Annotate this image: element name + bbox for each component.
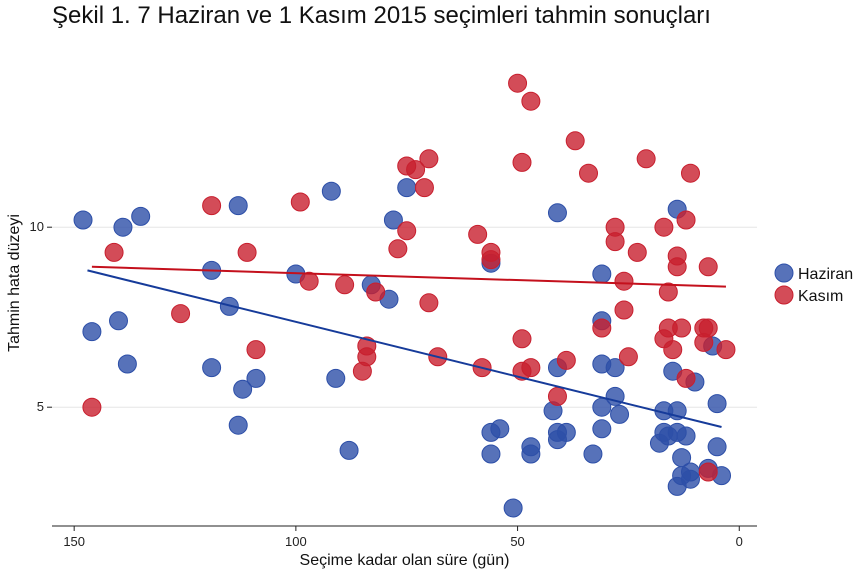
- point-kasım: [556, 350, 576, 370]
- chart-title: Şekil 1. 7 Haziran ve 1 Kasım 2015 seçim…: [52, 2, 711, 29]
- point-kasım: [698, 318, 718, 338]
- point-kasım: [565, 131, 585, 151]
- point-kasım: [508, 73, 528, 93]
- point-kasım: [663, 340, 683, 360]
- point-haziran: [233, 379, 253, 399]
- point-haziran: [592, 264, 612, 284]
- point-haziran: [521, 444, 541, 464]
- point-haziran: [73, 210, 93, 230]
- point-haziran: [556, 422, 576, 442]
- point-kasım: [618, 347, 638, 367]
- point-kasım: [676, 210, 696, 230]
- legend-marker-haziran: [774, 263, 794, 283]
- point-kasım: [512, 329, 532, 349]
- x-tick-label: 0: [736, 534, 743, 549]
- point-kasım: [672, 318, 692, 338]
- point-kasım: [290, 192, 310, 212]
- y-axis-ticks: 5 10: [30, 219, 52, 414]
- y-axis-title: Tahmin hata düzeyi: [6, 214, 23, 352]
- point-haziran: [113, 217, 133, 237]
- x-axis-title: Seçime kadar olan süre (gün): [300, 552, 510, 569]
- point-kasım: [366, 282, 386, 302]
- point-haziran: [117, 354, 137, 374]
- point-kasım: [614, 271, 634, 291]
- data-points: [73, 73, 736, 518]
- point-haziran: [321, 181, 341, 201]
- point-kasım: [698, 257, 718, 277]
- y-tick-label: 10: [30, 219, 44, 234]
- point-kasım: [658, 282, 678, 302]
- point-kasım: [357, 347, 377, 367]
- point-kasım: [614, 300, 634, 320]
- legend-label-haziran: Haziran: [798, 266, 853, 283]
- point-haziran: [339, 440, 359, 460]
- legend-marker-kasım: [774, 285, 794, 305]
- point-kasım: [468, 224, 488, 244]
- point-haziran: [490, 419, 510, 439]
- point-kasım: [698, 462, 718, 482]
- point-haziran: [707, 437, 727, 457]
- point-kasım: [335, 275, 355, 295]
- x-axis-ticks: 150 100 50 0: [63, 526, 743, 549]
- point-haziran: [592, 419, 612, 439]
- point-kasım: [237, 242, 257, 262]
- point-haziran: [228, 415, 248, 435]
- point-haziran: [583, 444, 603, 464]
- point-haziran: [202, 358, 222, 378]
- y-tick-label: 5: [37, 399, 44, 414]
- point-kasım: [299, 271, 319, 291]
- point-kasım: [605, 232, 625, 252]
- trend-line-kasım: [91, 265, 726, 288]
- point-haziran: [680, 462, 700, 482]
- point-kasım: [481, 242, 501, 262]
- point-haziran: [605, 358, 625, 378]
- point-kasım: [547, 386, 567, 406]
- point-haziran: [547, 203, 567, 223]
- point-kasım: [82, 397, 102, 417]
- point-kasım: [521, 358, 541, 378]
- trend-lines: [87, 265, 726, 428]
- point-haziran: [82, 322, 102, 342]
- point-haziran: [676, 426, 696, 446]
- point-kasım: [419, 293, 439, 313]
- legend: Haziran Kasım: [774, 263, 853, 305]
- point-haziran: [503, 498, 523, 518]
- point-kasım: [627, 242, 647, 262]
- point-kasım: [676, 368, 696, 388]
- point-kasım: [654, 217, 674, 237]
- point-kasım: [406, 160, 426, 180]
- point-haziran: [383, 210, 403, 230]
- point-kasım: [716, 340, 736, 360]
- point-haziran: [131, 206, 151, 226]
- trend-line-haziran: [87, 269, 722, 428]
- point-kasım: [512, 152, 532, 172]
- point-kasım: [414, 178, 434, 198]
- point-kasım: [680, 163, 700, 183]
- point-kasım: [579, 163, 599, 183]
- legend-label-kasım: Kasım: [798, 288, 843, 305]
- point-haziran: [610, 404, 630, 424]
- point-haziran: [109, 311, 129, 331]
- point-haziran: [397, 178, 417, 198]
- point-haziran: [246, 368, 266, 388]
- point-kasım: [104, 242, 124, 262]
- point-kasım: [636, 149, 656, 169]
- point-kasım: [171, 304, 191, 324]
- point-haziran: [326, 368, 346, 388]
- point-haziran: [481, 444, 501, 464]
- point-kasım: [388, 239, 408, 259]
- point-kasım: [592, 318, 612, 338]
- point-kasım: [419, 149, 439, 169]
- x-tick-label: 50: [510, 534, 524, 549]
- point-kasım: [202, 196, 222, 216]
- x-tick-label: 100: [285, 534, 307, 549]
- point-kasım: [246, 340, 266, 360]
- point-kasım: [667, 257, 687, 277]
- point-kasım: [521, 91, 541, 111]
- point-haziran: [228, 196, 248, 216]
- point-haziran: [707, 394, 727, 414]
- x-tick-label: 150: [63, 534, 85, 549]
- point-kasım: [397, 221, 417, 241]
